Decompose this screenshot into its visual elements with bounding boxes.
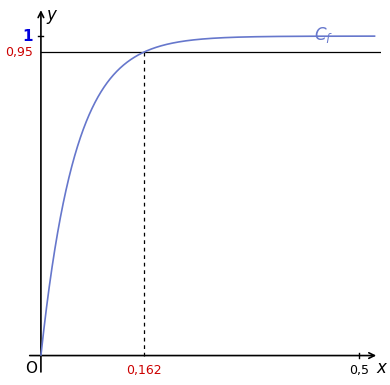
Text: 0,5: 0,5: [349, 363, 369, 377]
Text: 0,162: 0,162: [126, 363, 162, 377]
Text: x: x: [376, 359, 386, 377]
Text: 0,95: 0,95: [5, 45, 33, 59]
Text: y: y: [46, 6, 56, 24]
Text: $C_f$: $C_f$: [314, 25, 333, 45]
Text: O: O: [25, 361, 37, 376]
Text: 1: 1: [23, 28, 33, 44]
